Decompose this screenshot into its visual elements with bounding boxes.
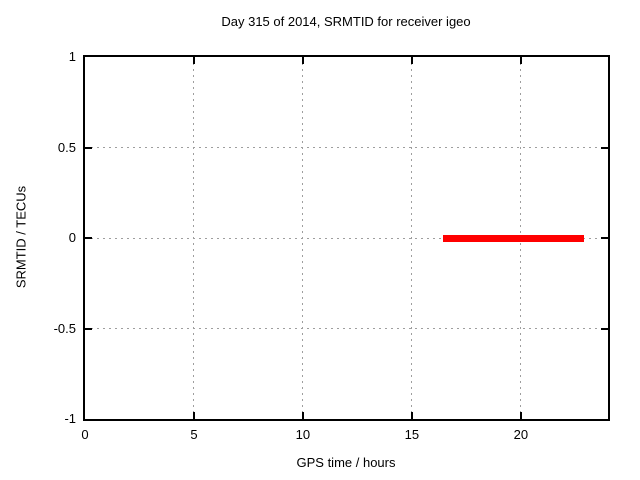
x-tick-mark-bottom xyxy=(192,412,195,419)
x-tick-mark-bottom xyxy=(410,412,413,419)
x-tick-mark-top xyxy=(301,57,304,64)
x-tick-label: 15 xyxy=(404,427,420,442)
data-point-segment xyxy=(560,234,580,242)
x-axis-label: GPS time / hours xyxy=(296,455,396,470)
x-tick-label: 10 xyxy=(295,427,311,442)
data-point-segment xyxy=(509,234,536,242)
y-tick-mark-left xyxy=(85,146,92,149)
y-tick-label: 1 xyxy=(68,49,76,64)
y-tick-label: -1 xyxy=(64,411,76,426)
plot-area xyxy=(83,55,610,421)
y-gridline xyxy=(85,237,608,239)
data-point-segment xyxy=(448,234,476,242)
x-tick-mark-top xyxy=(519,57,522,64)
y-tick-mark-right xyxy=(601,327,608,330)
y-tick-mark-right xyxy=(601,146,608,149)
y-tick-label: 0 xyxy=(68,230,76,245)
x-tick-mark-bottom xyxy=(301,412,304,419)
data-point-segment xyxy=(490,234,516,242)
data-point-segment xyxy=(470,234,490,242)
y-gridline xyxy=(85,328,608,329)
x-tick-label: 20 xyxy=(513,427,529,442)
y-tick-label: -0.5 xyxy=(53,320,76,336)
y-gridline xyxy=(85,147,608,148)
data-point-segment xyxy=(530,234,566,242)
y-tick-label: 0.5 xyxy=(57,139,76,155)
x-tick-mark-top xyxy=(410,57,413,64)
y-tick-mark-right xyxy=(601,237,608,239)
x-tick-label: 0 xyxy=(81,427,89,442)
y-tick-mark-left xyxy=(85,237,92,239)
x-tick-mark-bottom xyxy=(519,412,522,419)
data-point-segment xyxy=(484,234,497,242)
data-point-segment xyxy=(574,234,585,242)
x-tick-mark-top xyxy=(192,57,195,64)
x-tick-label: 5 xyxy=(190,427,198,442)
y-tick-mark-left xyxy=(85,327,92,330)
chart-title: Day 315 of 2014, SRMTID for receiver ige… xyxy=(221,14,471,29)
